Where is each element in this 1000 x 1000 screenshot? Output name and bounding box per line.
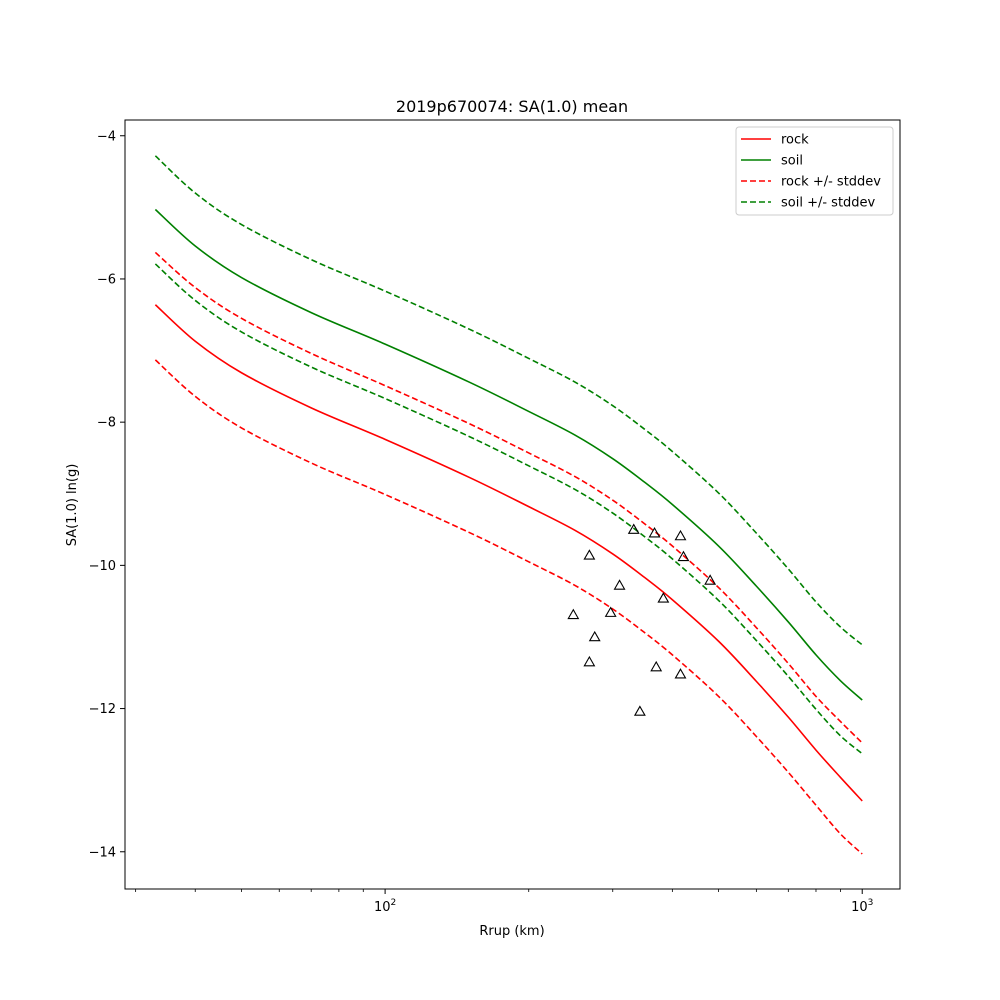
legend-label-rock-stddev: rock +/- stddev	[781, 175, 881, 190]
y-tick-label: −14	[89, 845, 116, 860]
observation-point-3	[588, 630, 601, 642]
legend-label-soil-stddev: soil +/- stddev	[781, 196, 876, 211]
series-line-soil-stddev-4	[154, 155, 863, 646]
x-tick-label: 102	[374, 898, 396, 915]
y-tick-label: −8	[97, 416, 116, 431]
observation-point-2	[583, 655, 596, 667]
series-line-soil-stddev-lower-5	[154, 263, 863, 755]
legend-label-rock: rock	[781, 133, 809, 148]
observation-point-12	[674, 668, 687, 679]
observation-point-10	[657, 592, 670, 603]
plot-frame	[124, 119, 901, 890]
y-tick-label: −12	[89, 702, 116, 717]
observation-point-8	[648, 527, 661, 538]
x-axis-ticks: 102 103	[135, 889, 873, 915]
x-tick-label: 103	[851, 898, 873, 915]
series-line-soil-1	[154, 208, 863, 701]
observation-point-1	[583, 549, 596, 560]
legend-label-soil: soil	[781, 154, 803, 169]
y-tick-label: −6	[97, 272, 116, 287]
legend-box	[735, 126, 894, 216]
observation-point-5	[613, 579, 626, 590]
observation-point-11	[674, 529, 687, 541]
legend: rock soil rock +/- stddev soil +/- stddev	[735, 126, 894, 216]
series-line-rock-stddev-lower-3	[154, 359, 863, 855]
y-tick-label: −10	[89, 559, 116, 574]
y-axis-ticks: −4 −6 −8 −10 −12 −14	[89, 129, 125, 860]
observation-markers	[567, 523, 717, 716]
observation-point-4	[604, 606, 617, 617]
observation-point-13	[677, 550, 690, 562]
y-axis-label: SA(1.0) ln(g)	[65, 464, 80, 547]
series-line-rock-0	[154, 304, 863, 802]
x-axis-label: Rrup (km)	[479, 924, 544, 939]
series-layer	[154, 155, 863, 855]
observation-point-9	[650, 660, 663, 672]
observation-point-14	[704, 574, 717, 585]
chart-title: 2019p670074: SA(1.0) mean	[396, 97, 628, 116]
y-tick-label: −4	[97, 129, 116, 144]
observation-point-7	[633, 705, 646, 716]
observation-point-0	[567, 608, 580, 620]
observation-point-6	[627, 523, 640, 534]
series-line-rock-stddev-2	[154, 251, 863, 744]
